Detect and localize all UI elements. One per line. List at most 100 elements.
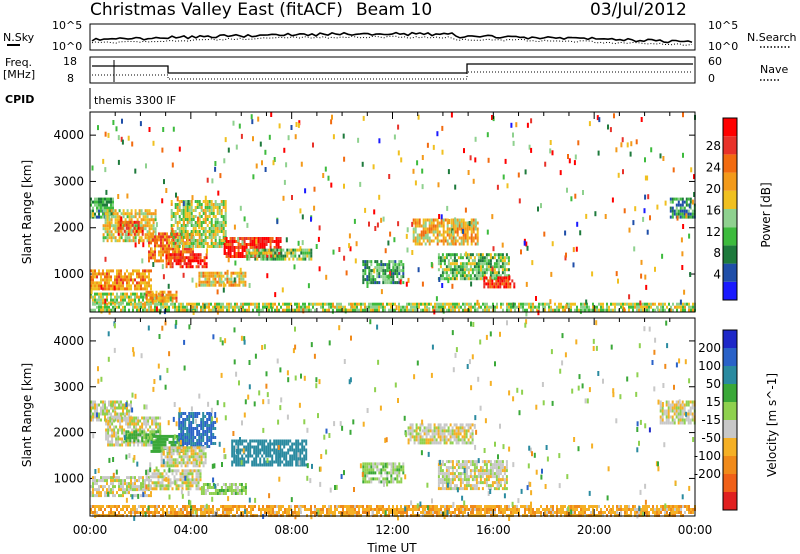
heatmap-cell	[412, 302, 414, 306]
heatmap-cell	[194, 200, 197, 203]
heatmap-echo	[639, 300, 642, 306]
heatmap-cell	[204, 492, 207, 495]
heatmap-cell	[522, 302, 524, 306]
heatmap-cell	[118, 209, 121, 213]
heatmap-cell	[491, 277, 494, 281]
nave-series	[92, 71, 693, 80]
heatmap-cell	[237, 255, 240, 258]
heatmap-cell	[127, 439, 130, 443]
heatmap-cell	[538, 305, 540, 309]
heatmap-cell	[98, 295, 100, 299]
heatmap-cell	[190, 430, 193, 433]
heatmap-cell	[270, 257, 273, 261]
heatmap-cell	[441, 271, 444, 275]
heatmap-echo	[345, 270, 348, 276]
heatmap-cell	[158, 259, 160, 263]
heatmap-cell	[438, 305, 440, 309]
cpid-label: CPID	[5, 93, 34, 106]
heatmap-cell	[145, 436, 148, 440]
heatmap-cell	[200, 274, 203, 278]
heatmap-cell	[186, 221, 189, 224]
heatmap-cell	[142, 239, 145, 243]
heatmap-cell	[98, 415, 100, 419]
heatmap-cell	[119, 419, 122, 423]
ytick-label: 4000	[53, 334, 84, 348]
heatmap-cell	[177, 487, 180, 491]
heatmap-cell	[290, 248, 293, 252]
heatmap-cell	[228, 277, 231, 281]
heatmap-cell	[274, 302, 276, 306]
heatmap-cell	[174, 443, 177, 447]
heatmap-cell	[148, 476, 150, 480]
heatmap-cell	[124, 287, 126, 291]
heatmap-cell	[184, 245, 187, 248]
heatmap-cell	[104, 287, 106, 291]
heatmap-cell	[181, 484, 184, 488]
heatmap-cell	[677, 200, 680, 204]
heatmap-cell	[184, 424, 187, 427]
heatmap-cell	[184, 200, 187, 203]
heatmap-cell	[434, 227, 437, 231]
heatmap-cell	[287, 463, 290, 467]
heatmap-cell	[263, 445, 266, 449]
heatmap-cell	[210, 230, 213, 233]
heatmap-cell	[189, 469, 192, 473]
heatmap-echo	[161, 264, 164, 270]
heatmap-cell	[181, 478, 184, 482]
heatmap-cell	[293, 448, 296, 452]
heatmap-cell	[220, 200, 223, 203]
heatmap-cell	[132, 305, 134, 309]
heatmap-cell	[208, 418, 211, 421]
heatmap-echo	[214, 166, 217, 172]
heatmap-echo	[621, 137, 624, 143]
heatmap-cell	[246, 254, 249, 258]
heatmap-cell	[129, 220, 132, 224]
heatmap-cell	[186, 218, 189, 221]
heatmap-cell	[485, 253, 488, 257]
heatmap-cell	[178, 241, 180, 245]
heatmap-cell	[284, 308, 286, 312]
heatmap-cell	[178, 200, 181, 203]
heatmap-echo	[171, 227, 174, 233]
heatmap-cell	[145, 416, 148, 420]
heatmap-cell	[554, 308, 556, 312]
heatmap-cell	[374, 278, 377, 282]
heatmap-cell	[108, 400, 110, 404]
heatmap-cell	[158, 232, 160, 236]
heatmap-cell	[149, 293, 152, 297]
heatmap-cell	[384, 281, 387, 285]
heatmap-cell	[185, 265, 188, 269]
heatmap-cell	[194, 449, 197, 453]
heatmap-cell	[440, 239, 443, 243]
heatmap-cell	[126, 476, 128, 480]
heatmap-cell	[189, 472, 192, 476]
heatmap-cell	[173, 256, 176, 260]
heatmap-cell	[200, 492, 203, 495]
heatmap-cell	[154, 212, 157, 216]
heatmap-cell	[496, 302, 498, 306]
heatmap-cell	[362, 278, 365, 282]
heatmap-cell	[556, 305, 558, 309]
heatmap-cell	[174, 449, 177, 453]
heatmap-cell	[532, 305, 534, 309]
heatmap-cell	[202, 483, 205, 486]
heatmap-echo	[656, 204, 659, 210]
heatmap-cell	[235, 246, 238, 249]
heatmap-echo	[144, 302, 147, 308]
heatmap-cell	[90, 197, 92, 201]
heatmap-echo	[224, 137, 227, 143]
heatmap-cell	[492, 302, 494, 306]
heatmap-cell	[275, 442, 278, 446]
heatmap-cell	[364, 269, 367, 273]
heatmap-cell	[220, 209, 223, 212]
heatmap-echo	[312, 142, 314, 148]
heatmap-echo	[440, 214, 443, 220]
heatmap-cell	[106, 412, 108, 416]
heatmap-cell	[662, 308, 664, 312]
heatmap-cell	[190, 245, 193, 248]
heatmap-echo	[400, 157, 403, 163]
heatmap-cell	[224, 283, 227, 287]
heatmap-cell	[467, 268, 470, 272]
heatmap-cell	[135, 220, 138, 224]
heatmap-echo	[447, 278, 450, 284]
